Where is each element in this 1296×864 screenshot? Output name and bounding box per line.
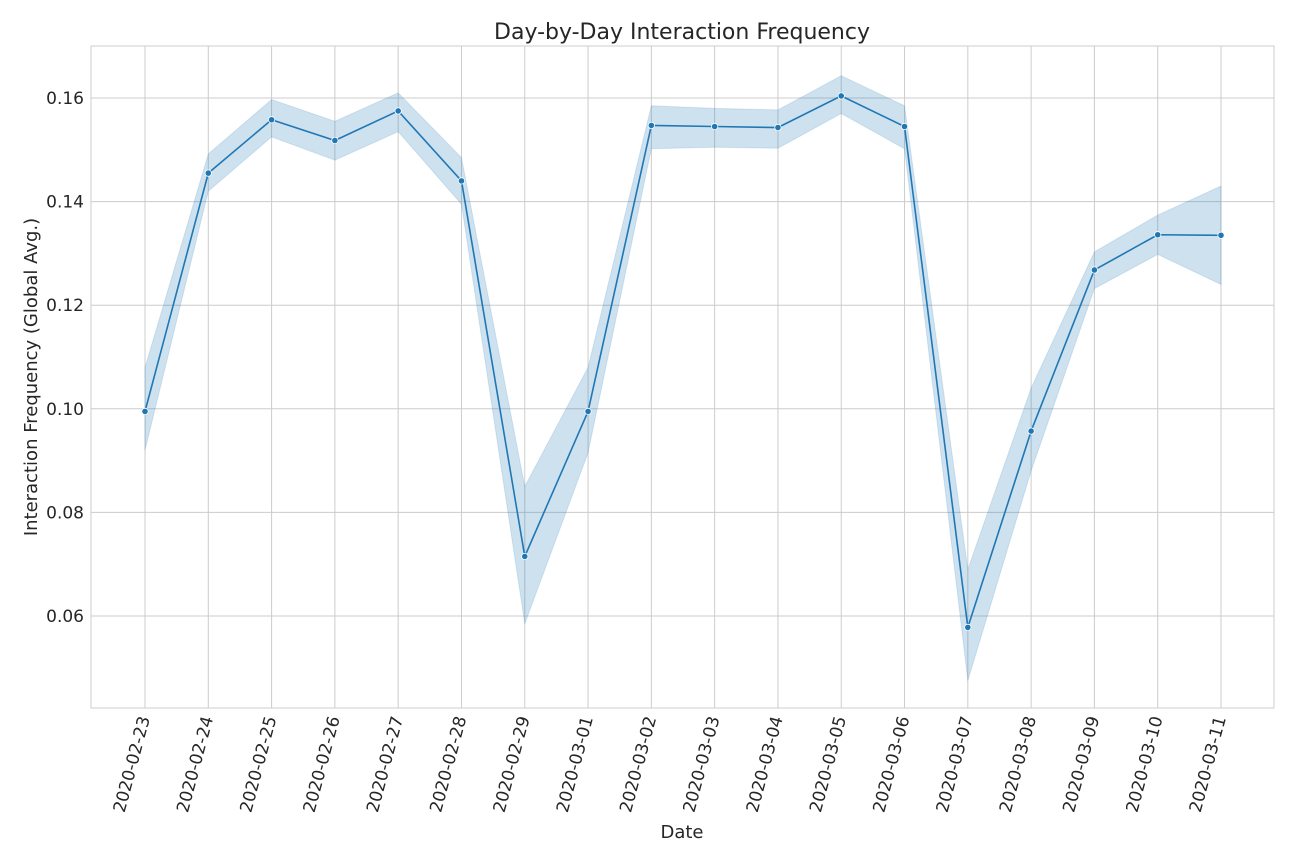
x-tick-label: 2020-03-05 [806, 714, 851, 815]
x-axis-label: Date [660, 822, 703, 843]
data-point [1090, 266, 1099, 274]
data-point [394, 107, 402, 115]
y-tick-label: 0.06 [46, 607, 84, 627]
x-tick-label: 2020-02-25 [237, 714, 282, 815]
x-tick-label: 2020-03-02 [616, 714, 661, 815]
data-point [331, 136, 339, 145]
data-point [964, 623, 972, 631]
data-point [204, 169, 212, 177]
y-tick-label: 0.10 [46, 400, 84, 420]
data-point [1217, 231, 1225, 239]
chart-title: Day-by-Day Interaction Frequency [494, 20, 870, 45]
x-tick-labels: 2020-02-23 2020-02-24 2020-02-25 2020-02-26… [110, 714, 1231, 815]
x-tick-label: 2020-02-26 [300, 714, 345, 815]
y-tick-label: 0.08 [46, 503, 84, 523]
y-tick-label: 0.12 [46, 296, 84, 316]
x-tick-label: 2020-03-07 [933, 714, 978, 815]
plot-frame [90, 45, 1275, 709]
data-point [711, 122, 719, 131]
x-tick-label: 2020-03-10 [1123, 714, 1168, 815]
x-tick-label: 2020-03-03 [680, 714, 725, 815]
y-tick-label: 0.16 [46, 89, 84, 109]
y-axis-label: Interaction Frequency (Global Avg.) [21, 218, 42, 536]
x-tick-label: 2020-02-24 [173, 714, 218, 815]
data-point [900, 122, 909, 131]
x-tick-label: 2020-03-06 [869, 714, 914, 815]
grid-lines [91, 46, 1274, 708]
x-tick-label: 2020-02-27 [363, 714, 408, 815]
x-tick-label: 2020-03-01 [553, 714, 598, 815]
data-point [837, 92, 845, 100]
data-point [267, 116, 276, 124]
y-tick-label: 0.14 [46, 193, 84, 213]
data-point [457, 177, 466, 185]
data-point [647, 121, 655, 130]
data-point [774, 123, 782, 132]
data-points [141, 92, 1225, 631]
y-tick-labels: 0.06 0.08 0.10 0.12 0.14 0.16 [46, 89, 84, 627]
x-tick-label: 2020-02-29 [490, 714, 535, 815]
x-tick-label: 2020-03-09 [1059, 714, 1104, 815]
data-point [1027, 427, 1035, 435]
data-point [1154, 231, 1162, 239]
series-line [144, 95, 1222, 628]
x-tick-label: 2020-02-28 [426, 714, 471, 815]
x-tick-label: 2020-03-08 [996, 714, 1041, 815]
x-tick-label: 2020-03-04 [743, 714, 788, 815]
confidence-band [144, 75, 1222, 681]
data-point [584, 407, 592, 415]
data-point [521, 552, 529, 561]
x-tick-label: 2020-02-23 [110, 714, 155, 815]
x-tick-label: 2020-03-11 [1186, 714, 1231, 815]
data-point [141, 407, 149, 415]
